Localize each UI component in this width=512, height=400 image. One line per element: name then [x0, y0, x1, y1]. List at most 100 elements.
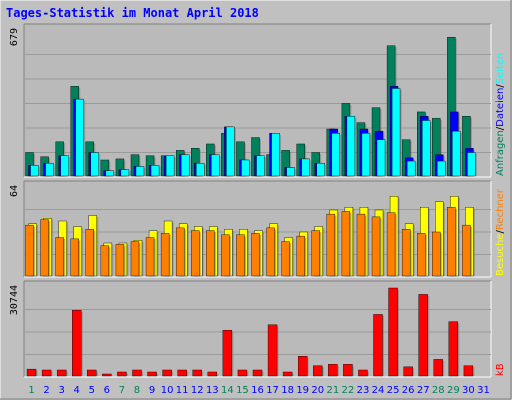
bar-rechner-day-20 — [311, 230, 320, 277]
x-tick-label: 28 — [432, 385, 445, 396]
bar-rechner-day-5 — [85, 229, 94, 277]
legend-part: / — [495, 126, 506, 130]
legend-part: kB — [495, 363, 506, 376]
y-max-label: 679 — [9, 28, 20, 46]
x-tick-label: 26 — [402, 385, 415, 396]
bar-kb-day-17 — [267, 324, 278, 377]
bar-seiten-day-4 — [75, 98, 84, 177]
bar-rechner-day-14 — [221, 234, 230, 277]
x-tick-label: 23 — [357, 385, 370, 396]
bar-rechner-day-2 — [40, 219, 49, 277]
bar-rechner-day-18 — [281, 241, 290, 277]
bar-kb-day-27 — [418, 294, 428, 377]
legend-part: Dateien — [495, 88, 506, 127]
bar-kb-day-3 — [56, 369, 67, 377]
bar-seiten-day-17 — [271, 133, 280, 177]
x-tick-label: 14 — [221, 385, 234, 396]
bar-rechner-day-21 — [326, 213, 336, 277]
x-tick-label: 25 — [387, 385, 400, 396]
bar-rechner-day-8 — [130, 241, 140, 277]
bar-kb-day-9 — [147, 371, 157, 377]
x-tick-label: 22 — [342, 385, 355, 396]
bar-kb-day-4 — [72, 309, 82, 377]
bar-seiten-day-28 — [437, 160, 446, 177]
x-tick-label: 30 — [462, 385, 475, 396]
bar-kb-day-25 — [388, 287, 398, 377]
bar-kb-day-18 — [282, 371, 293, 377]
bar-seiten-day-26 — [406, 160, 416, 177]
chart-title: Tages-Statistik im Monat April 2018 — [6, 6, 259, 20]
x-tick-label: 8 — [134, 385, 140, 396]
bar-seiten-day-27 — [422, 120, 431, 177]
legend-visits: Besuche/Rechner — [495, 188, 506, 276]
x-tick-label: 2 — [43, 385, 49, 396]
legend-kb: kB — [495, 363, 506, 376]
bar-kb-day-26 — [403, 366, 413, 377]
bar-rechner-day-24 — [371, 216, 381, 277]
x-tick-label: 13 — [206, 385, 219, 396]
bar-kb-day-16 — [252, 369, 263, 377]
bar-seiten-day-10 — [165, 155, 175, 177]
bar-seiten-day-24 — [376, 139, 386, 177]
bar-rechner-day-25 — [386, 212, 396, 277]
x-tick-label: 21 — [326, 385, 339, 396]
bar-rechner-day-11 — [175, 227, 185, 277]
bar-seiten-day-22 — [346, 116, 356, 177]
x-tick-label: 31 — [477, 385, 490, 396]
panel-requests: 679 — [9, 23, 492, 178]
bar-seiten-day-23 — [361, 133, 371, 177]
bar-rechner-day-9 — [145, 237, 155, 277]
bar-seiten-day-16 — [256, 155, 265, 177]
bar-seiten-day-25 — [391, 88, 401, 177]
bar-seiten-day-11 — [180, 154, 190, 177]
bar-rechner-day-7 — [115, 244, 125, 277]
y-max-label: 64 — [9, 185, 20, 197]
x-tick-label: 12 — [191, 385, 204, 396]
bar-seiten-day-18 — [286, 167, 295, 177]
y-max-label: 30744 — [9, 285, 20, 315]
x-tick-label: 10 — [161, 385, 174, 396]
legend-text: Besuche/Rechner — [495, 188, 506, 276]
bar-rechner-day-22 — [341, 211, 351, 277]
panel-visits: 64 — [9, 180, 492, 278]
legend-part: / — [495, 229, 506, 233]
x-tick-label: 7 — [119, 385, 125, 396]
bar-rechner-day-19 — [296, 235, 305, 277]
bar-seiten-day-14 — [226, 126, 235, 177]
legend-text: Anfragen/Dateien/Seiten — [495, 53, 506, 176]
x-tick-label: 5 — [89, 385, 95, 396]
panel-kb: 30744 — [9, 280, 492, 378]
x-tick-label: 27 — [417, 385, 430, 396]
bar-rechner-day-4 — [70, 238, 79, 277]
bar-seiten-day-7 — [120, 169, 130, 177]
bar-seiten-day-30 — [467, 152, 476, 177]
bar-rechner-day-6 — [100, 245, 110, 277]
bar-rechner-day-29 — [447, 207, 456, 277]
bar-kb-day-6 — [102, 373, 112, 377]
x-tick-label: 15 — [236, 385, 249, 396]
x-tick-label: 9 — [149, 385, 155, 396]
bar-seiten-day-5 — [90, 152, 99, 177]
bar-rechner-day-3 — [55, 237, 64, 277]
x-tick-label: 24 — [372, 385, 385, 396]
bar-kb-day-1 — [26, 368, 37, 377]
bar-kb-day-14 — [222, 330, 233, 377]
x-tick-label: 19 — [296, 385, 309, 396]
bar-kb-day-11 — [177, 369, 187, 377]
bar-kb-day-29 — [448, 321, 459, 377]
bar-kb-day-24 — [373, 314, 383, 377]
bar-rechner-day-23 — [356, 213, 366, 277]
bar-seiten-day-29 — [452, 130, 461, 177]
legend-part: Anfragen — [495, 130, 506, 176]
bar-kb-day-19 — [297, 356, 308, 377]
bar-rechner-day-16 — [251, 233, 260, 277]
bar-seiten-day-13 — [211, 154, 220, 177]
bar-seiten-day-1 — [30, 165, 39, 177]
bar-kb-day-23 — [358, 369, 368, 377]
bar-kb-day-30 — [463, 365, 474, 377]
bar-rechner-day-27 — [417, 233, 426, 277]
bar-kb-day-21 — [328, 364, 338, 377]
bar-seiten-day-21 — [331, 133, 341, 177]
